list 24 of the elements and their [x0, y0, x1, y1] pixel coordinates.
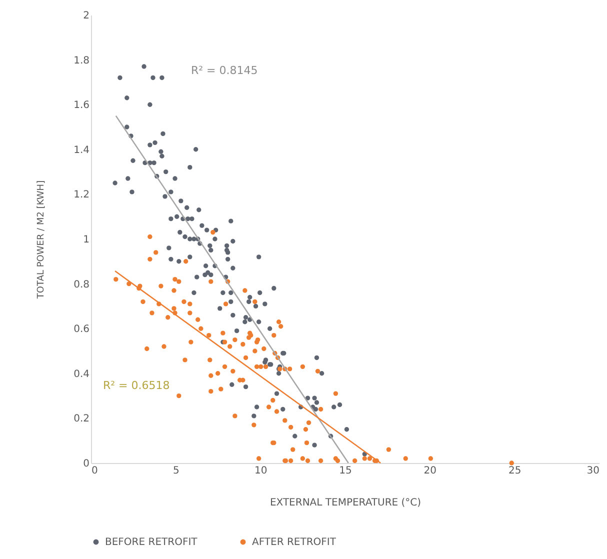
y-tick-label: 0.8	[74, 279, 90, 290]
y-tick-label: 1.8	[74, 55, 90, 66]
annotation: R² = 0.8145	[191, 64, 258, 77]
x-tick-label: 20	[424, 466, 437, 476]
legend-label: AFTER RETROFIT	[252, 537, 337, 548]
x-tick-label: 10	[254, 466, 268, 476]
x-axis-title: EXTERNAL TEMPERATURE (°C)	[270, 498, 422, 508]
y-axis-title: TOTAL POWER / M2 [KWH]	[36, 180, 47, 300]
y-tick-label: 1.4	[74, 144, 90, 156]
annotation: R² = 0.6518	[103, 379, 170, 392]
x-tick-label: 30	[586, 466, 600, 476]
x-tick-label: 0	[92, 466, 98, 476]
y-tick-label: 0	[83, 458, 90, 470]
x-tick-label: 25	[508, 466, 522, 476]
y-tick-label: 0.6	[74, 324, 90, 336]
y-tick-label: 0.4	[74, 368, 90, 380]
y-tick-label: 1	[83, 234, 90, 246]
legend-label: BEFORE RETROFIT	[105, 537, 198, 548]
x-tick-label: 15	[339, 466, 352, 476]
y-tick-label: 2	[83, 10, 90, 22]
y-tick-label: 1.6	[74, 100, 90, 112]
y-tick-label: 0.2	[74, 414, 90, 425]
x-tick-label: 5	[172, 466, 180, 476]
y-tick-label: 1.2	[74, 190, 90, 201]
